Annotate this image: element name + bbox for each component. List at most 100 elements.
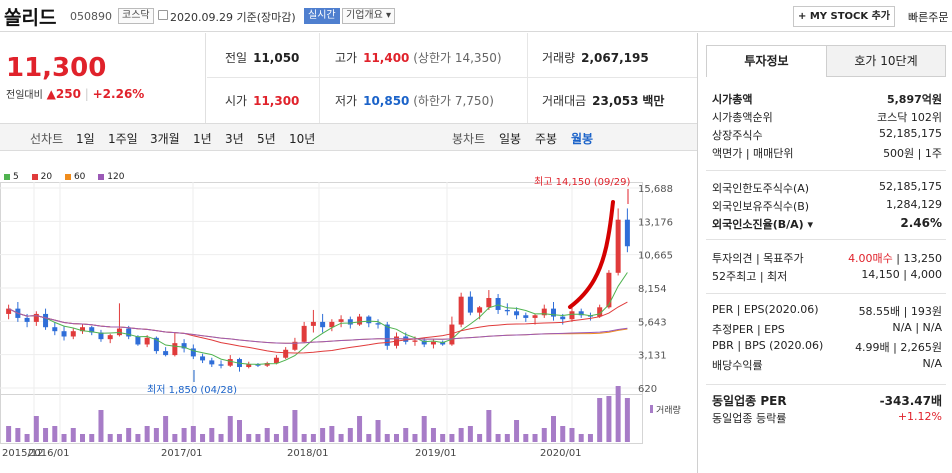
info-row-value: 500원 | 1주 <box>883 147 942 160</box>
info-row: 시가총액 5,897억원 <box>712 91 942 109</box>
add-mystock-button[interactable]: + MY STOCK 추가 <box>793 6 895 27</box>
candle-body <box>190 348 196 357</box>
candle-body <box>153 337 159 352</box>
legend-ma20: 20 <box>31 172 52 182</box>
candle-body <box>227 359 233 366</box>
volume-bar <box>301 434 307 442</box>
volume-bar <box>43 428 49 442</box>
candle-body <box>504 309 510 312</box>
info-row-value: 52,185,175 <box>879 127 942 140</box>
tab-3y[interactable]: 3년 <box>225 132 244 146</box>
volume-bar <box>477 434 483 442</box>
tab-1w[interactable]: 1주일 <box>108 132 138 146</box>
candle-body <box>597 307 603 317</box>
company-overview-button[interactable]: 기업개요 ▾ <box>342 8 395 24</box>
tab-3m[interactable]: 3개월 <box>150 132 180 146</box>
candle-body <box>624 219 630 247</box>
candle-body <box>301 325 307 342</box>
tab-5y[interactable]: 5년 <box>257 132 276 146</box>
candle-body <box>283 349 289 358</box>
candle-body <box>357 316 363 325</box>
volume-bar <box>467 426 473 442</box>
volume-bar <box>458 428 464 442</box>
info-row-value: 52,185,175 <box>879 180 942 193</box>
realtime-button[interactable]: 실시간 <box>304 8 340 24</box>
volume-bar <box>190 426 196 442</box>
volume-bar <box>606 396 612 442</box>
candle-body <box>412 340 418 342</box>
volume-bar <box>227 416 233 442</box>
candle-body <box>477 307 483 313</box>
volume-bar <box>532 434 538 442</box>
info-row-label: PER | EPS(2020.06) <box>712 303 819 316</box>
tab-1y[interactable]: 1년 <box>193 132 212 146</box>
info-row-value: 14,150 | 4,000 <box>861 268 942 281</box>
ma-line-120 <box>8 308 628 344</box>
quick-order-link[interactable]: 빠른주문 <box>908 11 949 24</box>
info-row-label: 동일업종 등락률 <box>712 412 787 425</box>
candle-body <box>532 315 538 318</box>
volume-bar <box>523 434 529 442</box>
y-tick-label: 8,154 <box>638 284 667 295</box>
info-row-value: 5,897억원 <box>886 93 942 106</box>
stock-header: 쏠리드 050890 코스닥 2020.09.29 기준(장마감) 실시간 기업… <box>0 0 952 32</box>
tab-orderbook[interactable]: 호가 10단계 <box>826 45 946 77</box>
candle-body <box>6 308 12 314</box>
candle-body <box>449 324 455 345</box>
candle-body <box>551 308 556 317</box>
min-price-annotation: 최저 1,850 (04/28) <box>147 384 237 396</box>
candle-body <box>126 328 132 337</box>
candle-body <box>70 331 76 337</box>
volume-bar <box>237 420 242 442</box>
tab-investment-info[interactable]: 투자정보 <box>706 45 827 77</box>
volume-bar <box>264 428 270 442</box>
tab-1d[interactable]: 1일 <box>76 132 95 146</box>
info-row-value: 코스닥 102위 <box>877 111 942 124</box>
candle-body <box>52 327 58 332</box>
candle-body <box>33 313 39 322</box>
volume-bar <box>89 434 95 442</box>
volume-bar <box>70 428 76 442</box>
info-row-label: 추정PER | EPS <box>712 323 785 336</box>
info-row: 동일업종 등락률 +1.12% <box>712 410 942 428</box>
max-price-annotation: 최고 14,150 (09/29) <box>534 176 630 188</box>
annotation-stroke <box>568 200 615 309</box>
candle-body <box>523 315 529 318</box>
info-row-label: 외국인보유주식수(B) <box>712 200 810 213</box>
volume-bar <box>255 434 261 442</box>
tab-monthly[interactable]: 월봉 <box>571 132 594 146</box>
candle-body <box>209 360 215 365</box>
volume-bar <box>80 434 85 442</box>
y-tick-label: 5,643 <box>638 317 667 328</box>
candle-body <box>107 335 113 340</box>
volume-bar <box>329 426 335 442</box>
candle-body <box>375 323 381 325</box>
info-row-label: 배당수익률 <box>712 359 763 372</box>
info-row: 52주최고 | 최저 14,150 | 4,000 <box>712 268 942 286</box>
diff-value: ▲250 <box>46 87 81 101</box>
volume-bar <box>218 434 224 442</box>
info-row: 상장주식수 52,185,175 <box>712 127 942 145</box>
tab-weekly[interactable]: 주봉 <box>535 132 558 146</box>
volume-bar <box>560 426 566 442</box>
x-tick-label: 2016/01 <box>28 448 70 459</box>
base-date: 2020.09.29 기준(장마감) <box>170 11 296 24</box>
candle-body <box>440 341 446 345</box>
info-row-label: 외국인소진율(B/A) ▾ <box>712 218 814 231</box>
volume-bar <box>597 398 603 442</box>
candle-body <box>514 311 520 316</box>
current-price: 11,300 <box>6 53 107 83</box>
volume-bar <box>514 420 520 442</box>
candle-body <box>292 341 298 350</box>
ma-line-20 <box>8 301 628 354</box>
candle-chart-label: 봉차트 <box>452 132 486 146</box>
volume-bar <box>412 434 418 442</box>
volume-bar <box>440 434 446 442</box>
volume-bar <box>421 416 427 442</box>
tab-daily[interactable]: 일봉 <box>499 132 522 146</box>
volume-bar <box>578 434 584 442</box>
ma-line-5 <box>8 272 628 365</box>
tab-10y[interactable]: 10년 <box>289 132 316 146</box>
info-row-value: 4.00매수 | 13,250 <box>848 252 942 265</box>
group-divider <box>706 239 946 240</box>
